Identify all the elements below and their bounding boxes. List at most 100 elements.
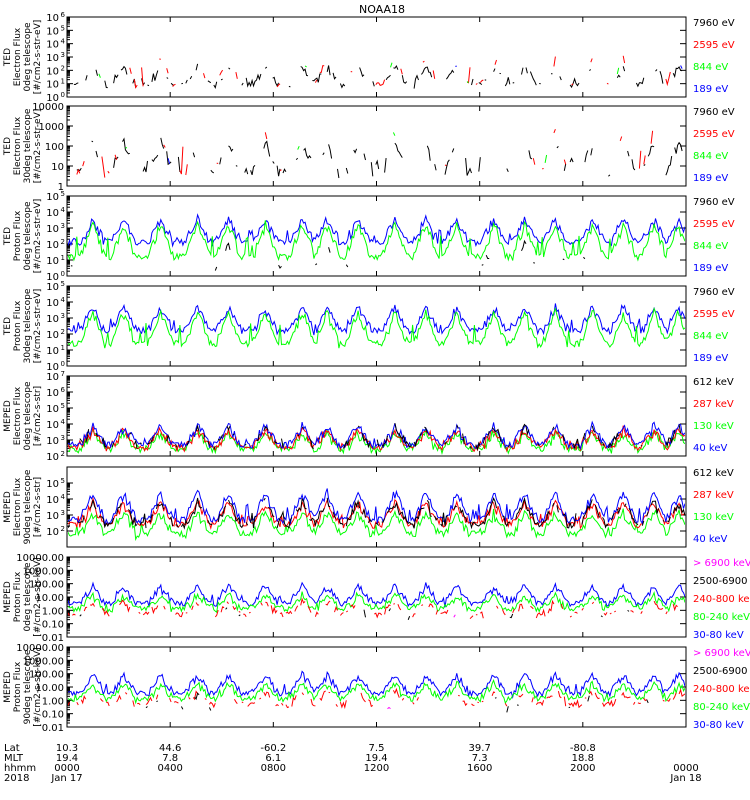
y-tick-label: 10000.00 bbox=[16, 553, 64, 564]
series-red-line bbox=[68, 599, 684, 619]
y-tick-exponent: 3 bbox=[61, 51, 65, 59]
series-red-line bbox=[77, 129, 684, 177]
legend-entry: 7960 eV bbox=[693, 197, 735, 208]
y-axis-label-line: Electron Flux bbox=[13, 477, 23, 536]
panel-frame bbox=[66, 16, 687, 98]
y-axis-label-line: [#/cm2-s-str-eV] bbox=[33, 109, 43, 184]
y-tick-exponent: 5 bbox=[61, 402, 65, 410]
y-tick-exponent: 4 bbox=[61, 296, 66, 304]
y-axis-label-line: Electron Flux bbox=[13, 27, 23, 86]
y-tick-exponent: 0 bbox=[61, 270, 65, 278]
y-tick-label: 10 bbox=[46, 314, 59, 325]
legend-entry: 189 eV bbox=[693, 353, 728, 364]
series-green-line bbox=[68, 678, 685, 705]
y-tick-label: 10 bbox=[46, 404, 59, 415]
legend-entry: 189 eV bbox=[693, 263, 728, 274]
y-tick-label: 1000.00 bbox=[23, 656, 64, 667]
y-tick-exponent: 6 bbox=[61, 11, 66, 19]
y-axis-label: MEPEDElectron Flux0deg telescope[#/cm2-s… bbox=[3, 381, 43, 451]
series-red-line bbox=[68, 687, 685, 710]
series-green-line bbox=[99, 63, 651, 83]
legend-entry: 612 keV bbox=[693, 377, 734, 388]
y-tick-label: 10.00 bbox=[35, 593, 64, 604]
y-tick-exponent: 5 bbox=[61, 190, 65, 198]
y-axis-label-line: 0deg telescope bbox=[23, 201, 33, 271]
y-axis-label-line: [#/cm2-s-str] bbox=[33, 386, 43, 446]
x-tick-label-hhmm: 1600 bbox=[467, 763, 492, 774]
y-axis-label-line: 0deg telescope bbox=[23, 381, 33, 451]
y-tick-exponent: 0 bbox=[61, 91, 65, 99]
panel-frame bbox=[66, 285, 687, 367]
y-axis-label-line: 90deg telescope bbox=[23, 649, 33, 724]
series-magenta-line bbox=[388, 708, 675, 712]
y-axis-label-line: TED bbox=[3, 137, 13, 156]
y-tick-exponent: 1 bbox=[61, 254, 65, 262]
y-axis-label-line: [#/cm2-s-str-eV] bbox=[33, 289, 43, 364]
legend-entry: 189 eV bbox=[693, 84, 728, 95]
x-tick-label-mlt: 18.8 bbox=[572, 753, 594, 764]
x-tick-label-lat: 44.6 bbox=[159, 743, 181, 754]
y-axis-label: TEDProton Flux0deg telescope[#/cm2-s-str… bbox=[3, 199, 43, 274]
y-tick-label: 10 bbox=[46, 240, 59, 251]
x-tick-label-mlt: 7.8 bbox=[162, 753, 178, 764]
x-row-label: Lat bbox=[4, 743, 20, 754]
legend-entry: 612 keV bbox=[693, 468, 734, 479]
series-blue-line bbox=[68, 670, 685, 700]
y-axis-label: MEPEDProton Flux0deg telescope[#/cm2-s-s… bbox=[3, 557, 43, 636]
y-tick-label: 10 bbox=[46, 346, 59, 357]
series-blue-line bbox=[68, 213, 685, 248]
y-tick-label: 100.00 bbox=[29, 670, 64, 681]
y-tick-label: 0.01 bbox=[42, 723, 64, 734]
y-axis-label: MEPEDProton Flux90deg telescope[#/cm2-s-… bbox=[3, 647, 43, 726]
legend-entry: 844 eV bbox=[693, 151, 728, 162]
y-axis-label-line: MEPED bbox=[3, 400, 13, 432]
series-black-line bbox=[68, 496, 685, 530]
x-tick-label-hhmm: 2000 bbox=[570, 763, 595, 774]
panel-frame bbox=[66, 195, 687, 277]
panel-frame bbox=[66, 105, 687, 187]
y-tick-label: 100 bbox=[45, 142, 64, 153]
series-green-line bbox=[125, 132, 649, 163]
y-tick-label: 1.00 bbox=[42, 696, 64, 707]
x-tick-label-lat: 7.5 bbox=[369, 743, 385, 754]
legend-entry: 30-80 keV bbox=[693, 630, 744, 641]
legend-entry: 40 keV bbox=[693, 534, 727, 545]
y-tick-label: 10.00 bbox=[35, 683, 64, 694]
figure-title: NOAA18 bbox=[359, 3, 405, 16]
y-tick-label: 10 bbox=[46, 330, 59, 341]
y-axis-label-line: [#/cm2-s-str-keV] bbox=[33, 647, 43, 726]
series-blue-line bbox=[168, 158, 638, 172]
y-tick-label: 10 bbox=[46, 495, 59, 506]
y-tick-exponent: 0 bbox=[61, 360, 65, 368]
y-tick-label: 1000 bbox=[39, 122, 64, 133]
x-tick-label-hhmm: 0400 bbox=[157, 763, 182, 774]
legend-entry: 189 eV bbox=[693, 173, 728, 184]
y-tick-label: 10 bbox=[46, 388, 59, 399]
y-axis-label-line: Proton Flux bbox=[13, 210, 23, 261]
x-tick-label-hhmm: 0800 bbox=[261, 763, 286, 774]
y-tick-exponent: 4 bbox=[61, 418, 66, 426]
y-axis-label-line: Proton Flux bbox=[13, 571, 23, 622]
y-tick-label: 10 bbox=[46, 224, 59, 235]
legend-entry: 30-80 keV bbox=[693, 720, 744, 731]
series-blue-line bbox=[68, 303, 685, 336]
y-tick-exponent: 1 bbox=[61, 78, 65, 86]
series-blue-line bbox=[68, 488, 685, 527]
legend-entry: 2595 eV bbox=[693, 40, 735, 51]
y-axis-label: TEDElectron Flux0deg telescope[#/cm2-s-s… bbox=[3, 20, 43, 95]
y-axis-label-line: 30deg telescope bbox=[23, 288, 33, 363]
y-tick-exponent: 5 bbox=[61, 280, 65, 288]
x-tick-label-date: Jan 17 bbox=[50, 773, 82, 784]
y-tick-label: 10 bbox=[46, 256, 59, 267]
legend-entry: 2595 eV bbox=[693, 129, 735, 140]
y-tick-label: 10 bbox=[46, 452, 59, 463]
legend-entry: 7960 eV bbox=[693, 287, 735, 298]
legend-entry: 240-800 ke bbox=[693, 684, 750, 695]
series-black-line bbox=[79, 423, 682, 452]
legend-entry: 2500-6900 bbox=[693, 666, 748, 677]
x-row-label: 2018 bbox=[4, 773, 29, 784]
